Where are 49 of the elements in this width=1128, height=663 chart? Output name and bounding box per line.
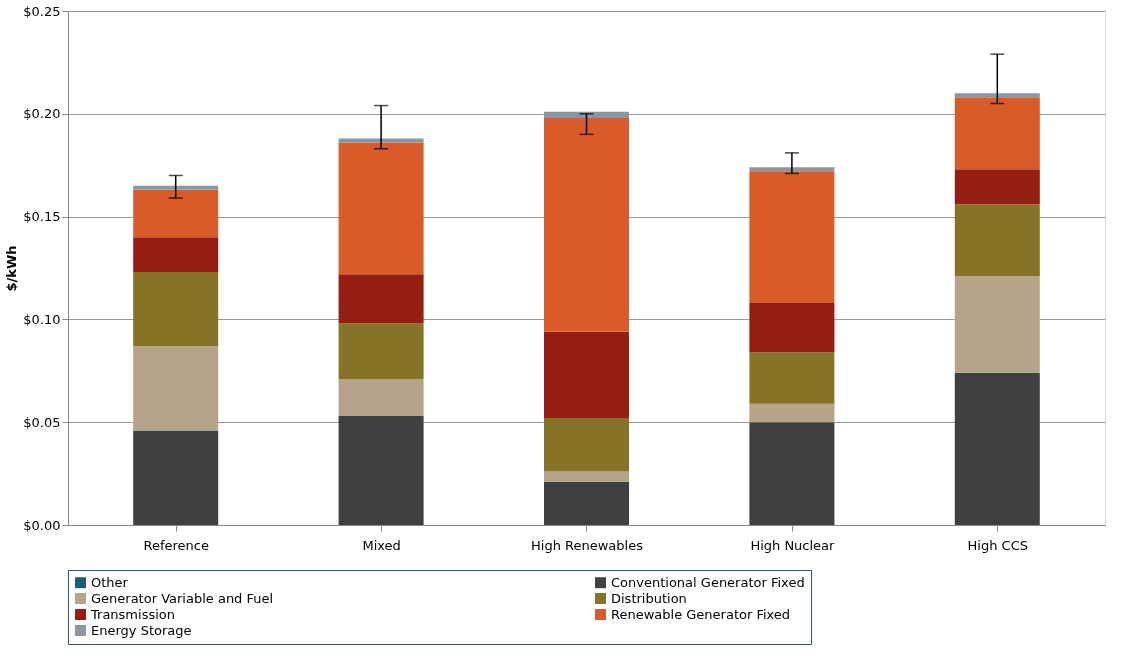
x-tick-label: High Nuclear [750,537,836,553]
bar [954,169,1040,205]
bar [338,274,424,324]
legend-label: Energy Storage [91,622,192,638]
bar [133,185,219,190]
legend-label: Transmission [90,606,175,622]
legend-label: Generator Variable and Fuel [91,590,274,606]
bar [133,272,219,347]
bar [749,422,835,525]
bar [544,418,629,472]
bar [133,346,219,431]
y-tick-label: $0.10 [23,311,61,327]
bar [133,237,219,273]
bar [544,481,629,525]
y-tick-label: $0.25 [23,3,61,19]
bar [749,171,835,303]
legend-label: Renewable Generator Fixed [611,606,791,622]
bar [544,331,629,419]
bar [954,204,1040,277]
legend-label: Distribution [611,590,687,606]
bar [749,403,835,423]
x-tick-label: High CCS [967,537,1029,553]
y-tick-label: $0.05 [23,414,61,430]
legend-label: Conventional Generator Fixed [611,574,805,590]
bar [338,416,424,525]
bar [749,302,835,353]
bar [338,138,424,143]
y-tick-label: $0.15 [23,209,61,225]
y-tick-label: $0.20 [23,106,61,122]
y-axis-title: $/kWh [4,245,20,292]
x-tick-label: Mixed [362,537,401,553]
bar [544,111,629,118]
bar [954,97,1040,170]
bar [954,93,1040,98]
bar [954,372,1040,525]
x-tick-label: High Renewables [531,537,644,553]
y-tick-label: $0.00 [23,517,61,533]
bar [338,323,424,380]
bar [544,117,629,332]
legend-label: Other [91,574,129,590]
x-tick-label: Reference [143,537,209,553]
bar [954,276,1040,373]
bar [338,379,424,417]
bar [133,430,219,525]
bar [749,167,835,172]
bar [133,189,219,238]
bar [749,352,835,404]
bar [544,471,629,482]
bar [338,142,424,275]
